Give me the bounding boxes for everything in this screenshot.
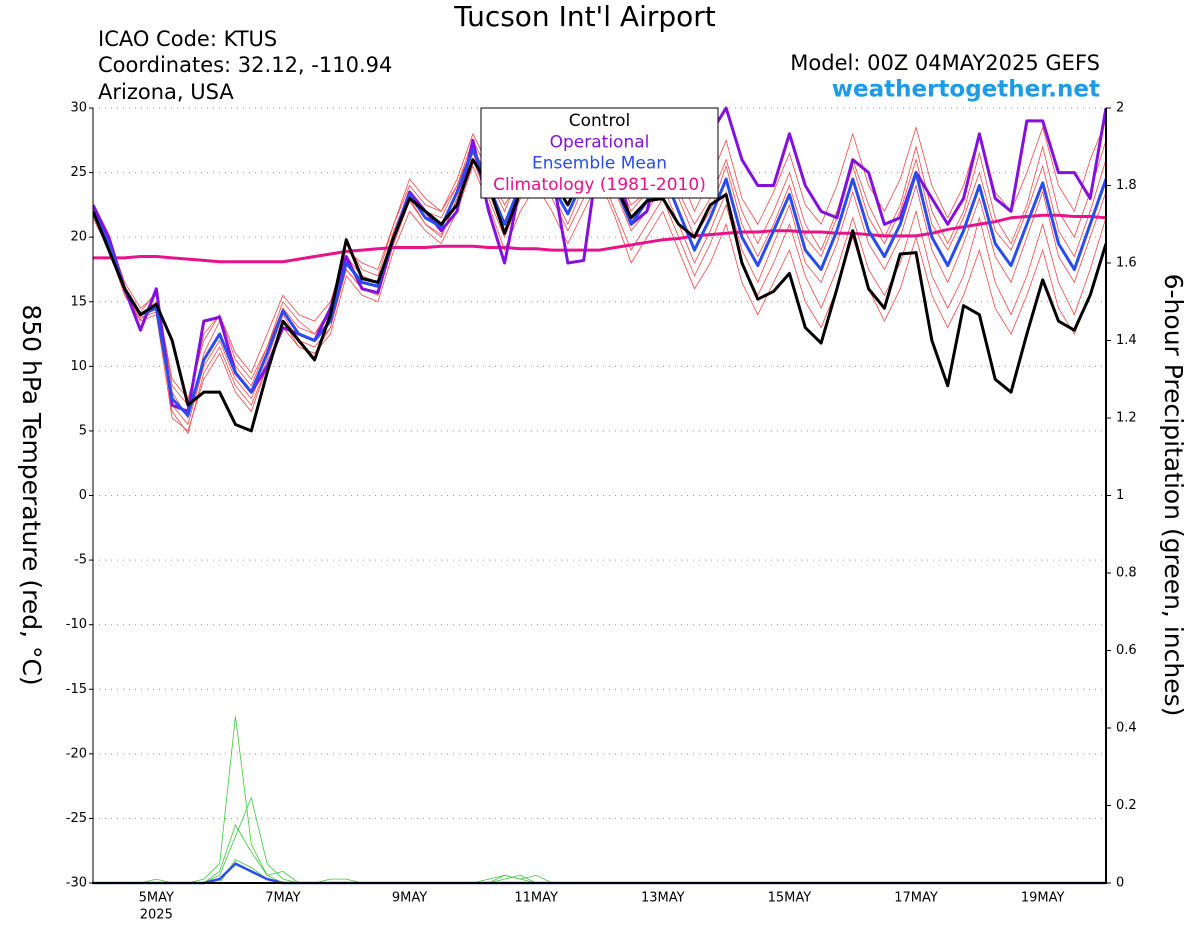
y-tick-label: 0 [79, 488, 87, 503]
legend-entry: Climatology (1981-2010) [493, 175, 706, 195]
precip-member-line [93, 716, 1106, 884]
info-line: ICAO Code: KTUS [98, 27, 277, 51]
model-info: Model: 00Z 04MAY2025 GEFS [790, 51, 1100, 75]
x-tick-label: 15MAY [768, 891, 812, 906]
y-tick-label: 5 [79, 423, 87, 438]
y-tick-label: -15 [66, 682, 87, 697]
series-line [93, 213, 1106, 264]
y2-tick-label: 0.8 [1116, 566, 1137, 581]
y2-tick-label: 1.2 [1116, 411, 1137, 426]
y2-tick-label: 1.6 [1116, 256, 1137, 271]
y-tick-label: -20 [66, 746, 87, 761]
x-tick-label: 11MAY [514, 891, 558, 906]
y2-tick-label: 1.4 [1116, 333, 1137, 348]
y-tick-label: -25 [66, 811, 87, 826]
y-axis-title: 850 hPa Temperature (red, °C) [17, 304, 46, 685]
y-tick-label: 20 [70, 230, 87, 245]
y2-tick-label: 0.4 [1116, 721, 1137, 736]
x-tick-label: 7MAY [265, 891, 300, 906]
x-tick-label: 9MAY [392, 891, 427, 906]
y2-tick-label: 0.2 [1116, 798, 1137, 813]
info-line: Arizona, USA [98, 80, 234, 104]
legend-box [480, 107, 719, 199]
member-line [93, 158, 1106, 435]
plot-area [93, 106, 1106, 885]
y2-tick-label: 1.8 [1116, 178, 1137, 193]
y-tick-label: -5 [74, 553, 87, 568]
legend-entry: Ensemble Mean [532, 154, 667, 174]
axes: -30-25-20-15-10-505101520253000.20.40.60… [66, 101, 1137, 923]
y2-tick-label: 0.6 [1116, 643, 1137, 658]
year-label: 2025 [140, 908, 173, 923]
info-line: Coordinates: 32.12, -110.94 [98, 53, 392, 77]
y2-tick-label: 0 [1116, 876, 1124, 891]
x-tick-label: 17MAY [894, 891, 938, 906]
x-tick-label: 5MAY [139, 891, 174, 906]
y2-tick-label: 1 [1116, 488, 1124, 503]
y2-axis-title: 6-hour Precipitation (green, inches) [1159, 274, 1188, 717]
y-tick-label: 15 [70, 294, 87, 309]
y2-tick-label: 2 [1116, 101, 1124, 116]
site-label: weathertogether.net [832, 77, 1100, 103]
y-tick-label: -30 [66, 876, 87, 891]
x-tick-label: 19MAY [1021, 891, 1065, 906]
y-tick-label: -10 [66, 617, 87, 632]
chart-title: Tucson Int'l Airport [453, 0, 716, 33]
precip-member-line [93, 859, 1106, 884]
y-tick-label: 30 [70, 101, 87, 116]
x-tick-label: 13MAY [641, 891, 685, 906]
grid [93, 107, 1106, 884]
precip-mean-line [93, 862, 1106, 885]
precip-member-line [93, 823, 1106, 884]
y-tick-label: 25 [70, 165, 87, 180]
legend-entry: Control [569, 111, 630, 131]
y-tick-label: 10 [70, 359, 87, 374]
legend-entry: Operational [550, 132, 650, 152]
